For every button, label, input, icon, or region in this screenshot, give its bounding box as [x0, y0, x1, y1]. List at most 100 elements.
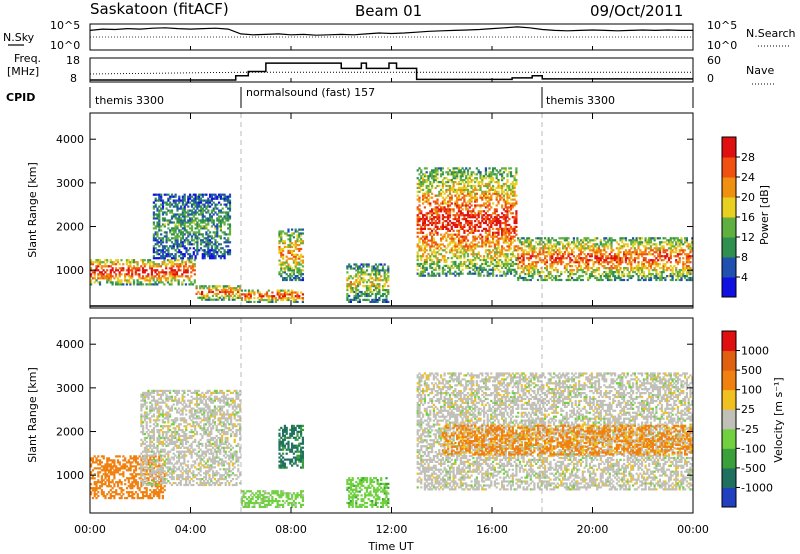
scatter-cell [434, 266, 437, 269]
scatter-cell [192, 193, 195, 196]
scatter-cell [247, 293, 251, 296]
scatter-cell [362, 265, 365, 268]
scatter-cell [459, 227, 462, 230]
scatter-cell [682, 269, 685, 272]
scatter-cell [664, 251, 667, 254]
scatter-cell [216, 195, 219, 198]
scatter-cell [646, 239, 649, 242]
scatter-cell [468, 177, 471, 180]
scatter-cell [188, 283, 191, 286]
scatter-cell [294, 278, 297, 282]
scatter-cell [689, 249, 692, 252]
scatter-cell [614, 239, 617, 242]
scatter-cell [687, 267, 690, 270]
scatter-cell [664, 249, 667, 252]
scatter-cell [422, 231, 425, 234]
scatter-cell [346, 296, 349, 299]
scatter-cell [300, 275, 303, 278]
scatter-cell [418, 239, 421, 242]
scatter-cell [592, 261, 595, 264]
scatter-cell [633, 261, 636, 264]
scatter-cell [456, 198, 459, 201]
scatter-cell [542, 261, 545, 264]
scatter-cell [180, 257, 183, 260]
scatter-cell [610, 249, 613, 252]
scatter-cell [474, 247, 477, 250]
scatter-cell [623, 243, 626, 246]
scatter-cell [116, 259, 119, 262]
scatter-cell [676, 241, 679, 244]
scatter-cell [223, 221, 226, 224]
scatter-cell [558, 275, 561, 278]
scatter-cell [554, 278, 557, 282]
scatter-cell [675, 251, 678, 254]
scatter-cell [488, 202, 491, 205]
scatter-cell [109, 273, 112, 276]
scatter-cell [194, 241, 197, 244]
scatter-cell [450, 173, 453, 176]
scatter-cell [662, 259, 665, 262]
scatter-cell [229, 289, 233, 292]
scatter-cell [161, 253, 165, 256]
scatter-cell [116, 261, 119, 264]
scatter-cell [438, 227, 441, 230]
scatter-cell [583, 243, 586, 246]
scatter-cell [244, 297, 247, 300]
scatter-cell [511, 194, 514, 197]
scatter-cell [506, 181, 509, 184]
scatter-cell [484, 196, 487, 199]
scatter-cell [226, 285, 229, 288]
scatter-cell [97, 481, 100, 484]
scatter-cell [630, 253, 633, 256]
scatter-cell [495, 239, 498, 242]
scatter-cell [511, 253, 514, 256]
scatter-cell [474, 223, 477, 227]
scatter-cell [209, 241, 212, 244]
scatter-cell [381, 279, 385, 282]
scatter-cell [445, 177, 448, 180]
scatter-cell [201, 285, 204, 288]
scatter-cell [95, 485, 98, 488]
scatter-cell [509, 272, 513, 275]
scatter-cell [271, 295, 274, 298]
scatter-cell [558, 259, 561, 262]
scatter-cell [185, 237, 188, 240]
scatter-cell [459, 235, 462, 238]
scatter-cell [572, 241, 575, 244]
scatter-cell [355, 294, 358, 298]
scatter-cell [136, 279, 139, 282]
scatter-cell [492, 184, 495, 188]
scatter-cell [562, 261, 565, 264]
scatter-cell [655, 271, 658, 274]
scatter-cell [608, 253, 611, 256]
scatter-cell [357, 296, 360, 299]
scatter-cell [490, 260, 493, 264]
scatter-cell [296, 293, 299, 296]
scatter-cell [205, 225, 208, 228]
scatter-cell [459, 173, 462, 176]
scatter-cell [642, 257, 645, 260]
scatter-cell [524, 265, 527, 268]
scatter-cell [423, 237, 426, 240]
scatter-cell [619, 257, 622, 260]
scatter-cell [488, 264, 491, 267]
scatter-cell [513, 249, 516, 252]
scatter-cell [445, 184, 448, 188]
scatter-cell [238, 294, 242, 297]
scatter-cell [506, 257, 509, 260]
scatter-cell [592, 271, 595, 274]
scatter-cell [545, 251, 548, 254]
scatter-cell [225, 203, 228, 206]
scatter-cell [294, 295, 297, 298]
scatter-cell [189, 223, 192, 226]
scatter-cell [102, 483, 105, 486]
scatter-cell [436, 257, 439, 260]
scatter-cell [538, 271, 541, 274]
scatter-cell [169, 203, 172, 206]
scatter-cell [689, 273, 692, 276]
scatter-cell [169, 221, 172, 224]
scatter-cell [588, 255, 592, 258]
scatter-cell [649, 237, 653, 240]
scatter-cell [351, 287, 354, 290]
scatter-cell [167, 221, 170, 224]
